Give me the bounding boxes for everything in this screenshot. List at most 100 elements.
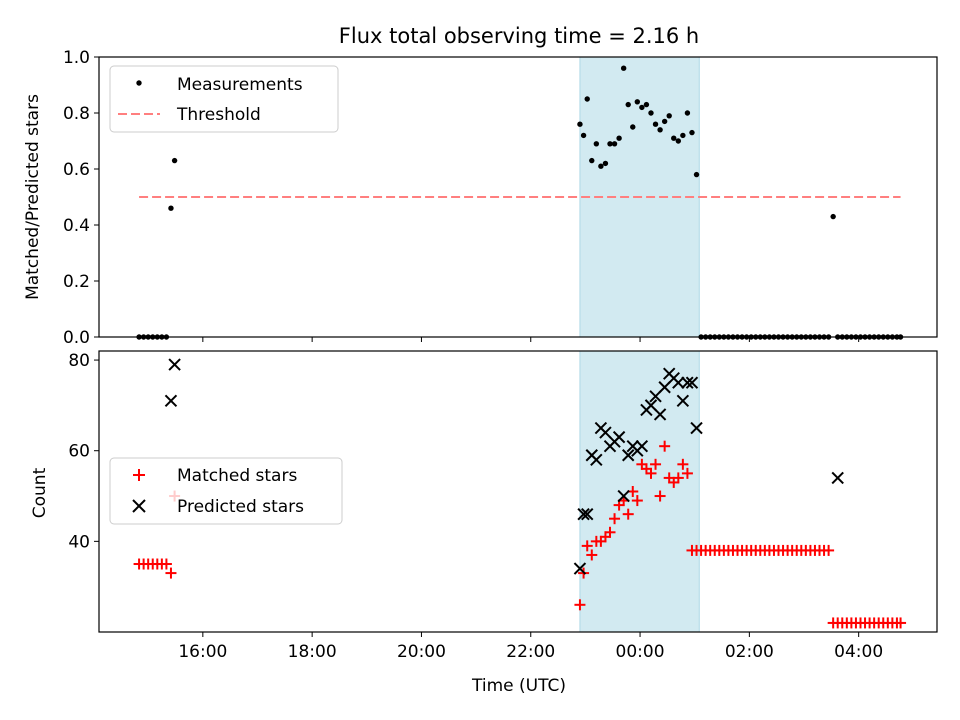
predicted-star-point <box>672 376 685 389</box>
top-y-tick-label: 1.0 <box>63 48 90 68</box>
bottom-plot-frame <box>98 350 938 633</box>
matched-star-point <box>622 508 634 520</box>
predicted-star-point <box>676 394 690 408</box>
matched-star-point <box>823 544 835 556</box>
bottom-legend: Matched stars Predicted stars <box>109 457 343 525</box>
measurement-point <box>598 163 604 169</box>
measurement-point <box>620 65 627 71</box>
matched-star-point <box>677 458 689 470</box>
predicted-star-point <box>653 408 667 421</box>
bottom-x-tick-label: 02:00 <box>725 642 774 662</box>
top-y-axis-label: Matched/Predicted stars <box>23 94 43 300</box>
measurement-point <box>616 135 622 141</box>
predicted-star-point <box>590 453 603 466</box>
top-axes-layer: 0.0 0.2 0.4 0.6 0.8 1.0 <box>63 48 938 348</box>
measurement-point <box>680 132 686 139</box>
measurement-point <box>643 101 650 108</box>
measurement-point <box>652 121 659 127</box>
measurement-point <box>666 113 672 119</box>
matched-star-point <box>631 495 643 507</box>
bottom-y-axis-label: Count <box>30 467 50 518</box>
top-y-tick-label: 0.0 <box>63 328 90 348</box>
measurement-point <box>693 171 700 178</box>
legend-predicted-marker <box>132 499 146 513</box>
measurement-point <box>830 213 836 220</box>
matched-star-point <box>672 472 684 484</box>
bottom-shaded-span <box>579 350 700 633</box>
measurement-point <box>684 110 691 116</box>
matched-star-point <box>604 526 616 538</box>
bottom-panel: 40 60 80 16:00 18:00 20:00 22:00 00:00 02:00 04:0… <box>30 350 938 696</box>
measurement-point <box>577 121 583 127</box>
matched-star-point <box>645 467 657 479</box>
measurement-point <box>671 135 677 141</box>
bottom-x-tick-label: 00:00 <box>616 642 665 662</box>
matched-star-point <box>895 617 907 629</box>
bottom-shaded-span-layer <box>579 350 700 633</box>
measurement-point <box>584 96 590 102</box>
bottom-x-tick-label: 18:00 <box>288 642 337 662</box>
predicted-star-point <box>622 449 635 462</box>
measurement-point <box>593 141 600 147</box>
top-y-tick-label: 0.8 <box>63 104 90 124</box>
measurement-point <box>589 157 595 164</box>
measurement-point <box>171 157 178 164</box>
bottom-x-tick-label: 04:00 <box>834 642 883 662</box>
legend-predicted-label: Predicted stars <box>177 497 304 517</box>
predicted-star-point <box>685 376 699 389</box>
predicted-star-point <box>681 376 694 389</box>
measurement-point <box>602 160 609 167</box>
predicted-star-point <box>831 471 844 485</box>
matched-star-point <box>681 467 693 479</box>
measurement-point <box>675 138 682 144</box>
bottom-x-axis-label: Time (UTC) <box>471 676 566 696</box>
matched-star-point <box>160 558 172 570</box>
bottom-y-tick-label: 80 <box>68 351 90 371</box>
legend-threshold-label: Threshold <box>176 105 261 125</box>
bottom-legend-box <box>109 457 343 525</box>
matched-star-point <box>586 549 598 561</box>
predicted-star-point <box>577 507 590 521</box>
predicted-star-point <box>690 421 703 435</box>
legend-measurements-label: Measurements <box>177 75 303 95</box>
bottom-x-tick-label: 20:00 <box>397 642 446 662</box>
legend-measurements-marker <box>136 80 142 86</box>
matched-star-point <box>581 540 593 552</box>
matched-star-point <box>650 458 662 470</box>
measurement-point <box>630 124 636 130</box>
top-y-tick-label: 0.4 <box>63 216 90 236</box>
matched-star-point <box>654 490 666 502</box>
matched-star-point <box>659 440 671 452</box>
predicted-star-point <box>612 430 626 444</box>
predicted-star-point <box>635 439 649 453</box>
measurement-point <box>580 132 587 139</box>
bottom-points-layer <box>133 358 907 629</box>
top-plot-frame <box>98 56 938 338</box>
matched-star-point <box>574 599 586 611</box>
bottom-x-tick-label: 16:00 <box>178 642 227 662</box>
bottom-x-tick-label: 22:00 <box>506 642 555 662</box>
legend-matched-marker <box>133 469 145 481</box>
measurement-point <box>611 141 618 147</box>
top-panel: 0.0 0.2 0.4 0.6 0.8 1.0 Matched/Predicted sta… <box>23 48 938 348</box>
predicted-star-point <box>573 562 587 575</box>
measurement-point <box>657 127 663 133</box>
top-legend: Measurements Threshold <box>109 65 339 133</box>
measurement-point <box>634 99 641 105</box>
bottom-y-tick-label: 40 <box>68 532 90 552</box>
predicted-star-point <box>168 358 181 371</box>
measurement-point <box>607 141 613 147</box>
top-y-tick-label: 0.2 <box>63 272 90 292</box>
bottom-y-tick-label: 60 <box>68 442 90 462</box>
predicted-star-point <box>164 394 178 408</box>
top-y-tick-label: 0.6 <box>63 160 90 180</box>
top-legend-box <box>109 65 339 133</box>
measurement-point <box>639 104 645 111</box>
measurement-point <box>625 101 631 108</box>
measurement-point <box>661 118 668 125</box>
measurement-point <box>648 110 654 116</box>
predicted-star-point <box>617 489 630 503</box>
figure-title: Flux total observing time = 2.16 h <box>339 24 699 48</box>
matched-star-point <box>165 567 177 579</box>
